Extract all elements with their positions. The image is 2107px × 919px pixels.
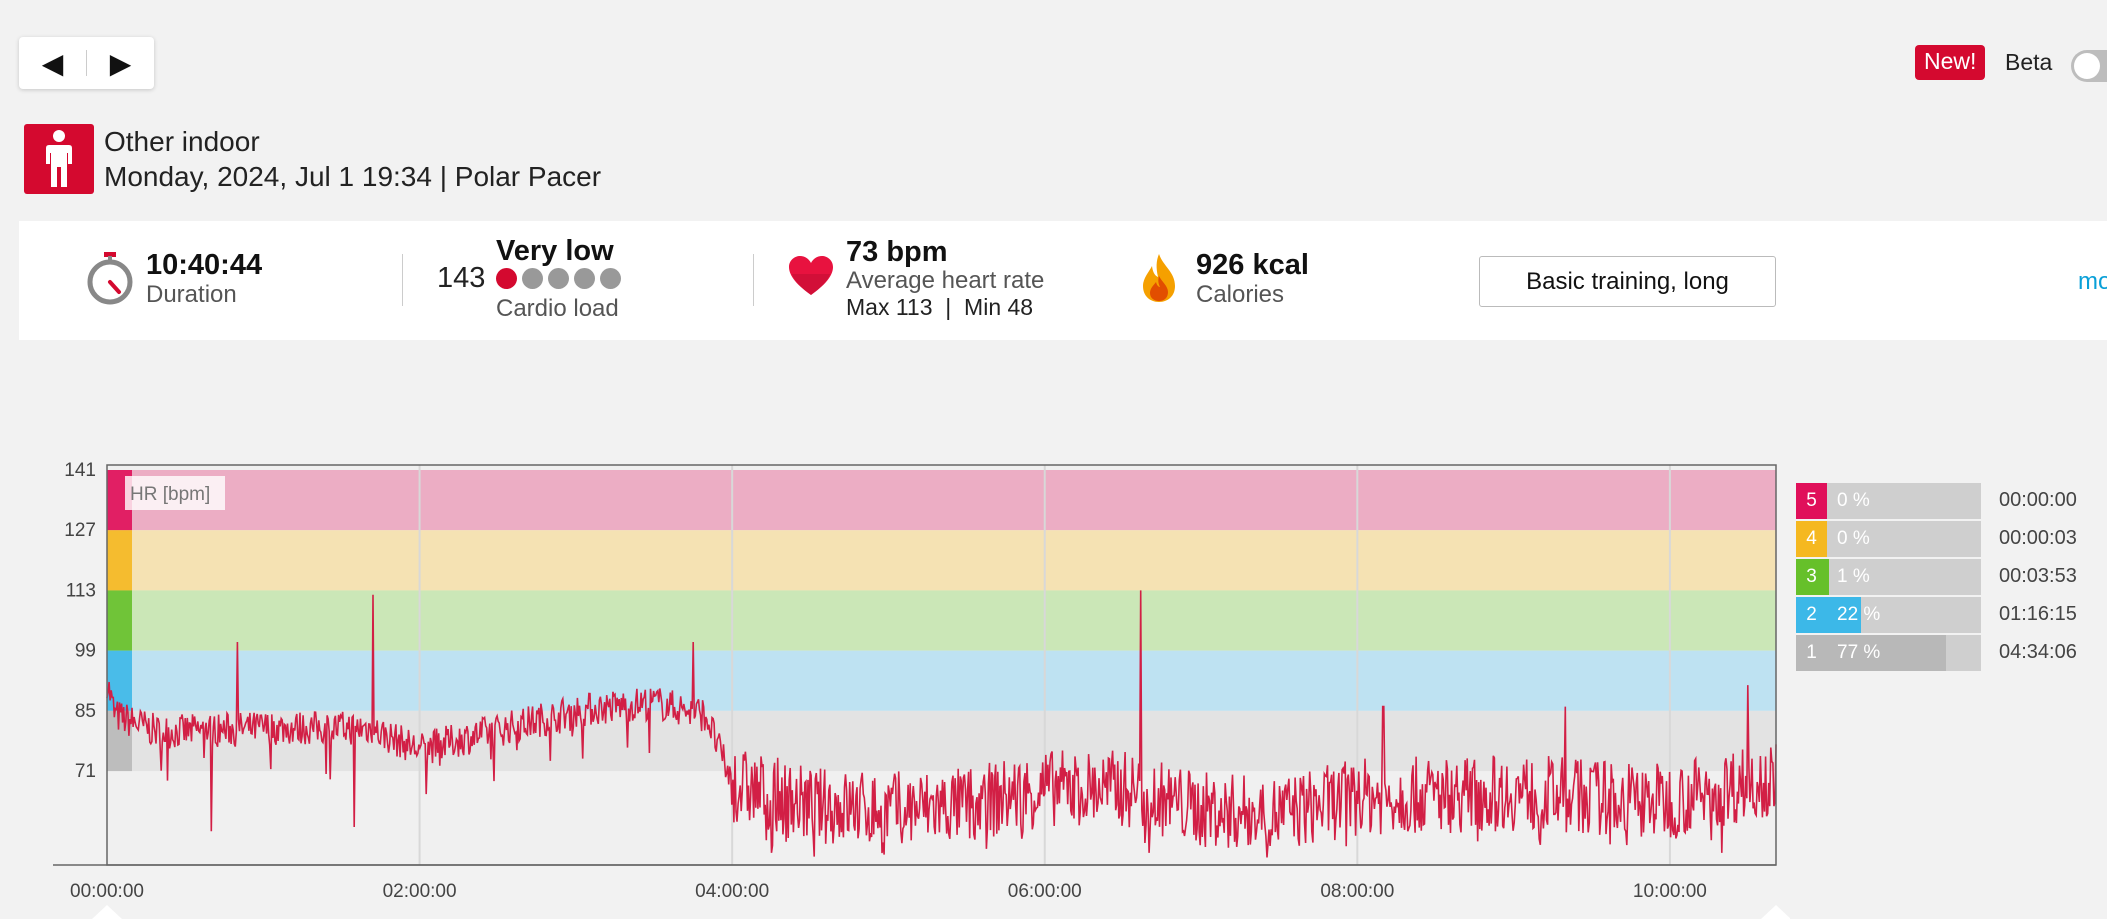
cardio-load-label: Cardio load xyxy=(496,295,619,322)
zone-band-2 xyxy=(107,650,1776,711)
zone-percent: 22 % xyxy=(1837,604,1881,625)
y-tick-label: 85 xyxy=(75,701,96,722)
range-handle-right[interactable] xyxy=(1761,905,1790,919)
toggle-knob xyxy=(2074,53,2100,79)
session-datetime-device: Monday, 2024, Jul 1 19:34 | Polar Pacer xyxy=(104,161,602,192)
divider xyxy=(753,254,754,306)
zone-time: 00:03:53 xyxy=(1999,565,2077,587)
zone-row-3: 3 1 % xyxy=(1796,559,1981,595)
zone-number: 2 xyxy=(1796,597,1827,633)
zone-percent: 0 % xyxy=(1837,528,1870,549)
new-badge: New! xyxy=(1915,45,1986,80)
x-tick-label: 04:00:00 xyxy=(695,881,769,902)
cardio-dot xyxy=(574,268,595,289)
x-tick-label: 02:00:00 xyxy=(383,881,457,902)
nav-divider xyxy=(86,50,87,76)
zone-row-2: 2 22 % xyxy=(1796,597,1981,633)
x-tick-label: 06:00:00 xyxy=(1008,881,1082,902)
more-link[interactable]: mo xyxy=(2078,268,2107,295)
zone-marker-2 xyxy=(107,650,132,711)
average-hr-value: 73 bpm xyxy=(846,236,948,268)
arrow-left-icon: ◀ xyxy=(41,47,64,79)
zone-percent: 0 % xyxy=(1837,490,1870,511)
calories-label: Calories xyxy=(1196,281,1285,308)
beta-label: Beta xyxy=(2005,49,2053,75)
x-tick-label: 00:00:00 xyxy=(70,881,144,902)
cardio-load-level: Very low xyxy=(496,235,614,267)
stopwatch-icon xyxy=(86,250,134,311)
summary-panel xyxy=(19,221,2107,340)
person-icon xyxy=(24,124,94,194)
heart-rate-chart[interactable]: HR [bpm] 141 127 113 99 85 71 00:00:00 02:00:0… xyxy=(0,450,1790,919)
cardio-dot xyxy=(548,268,569,289)
cardio-dot xyxy=(496,268,517,289)
cardio-dot xyxy=(600,268,621,289)
zone-fill-bar xyxy=(1827,559,1829,595)
cardio-load-dots xyxy=(496,268,626,294)
average-hr-label: Average heart rate xyxy=(846,267,1045,294)
training-benefit-button[interactable]: Basic training, long xyxy=(1479,256,1776,307)
zone-row-1: 1 77 % xyxy=(1796,635,1981,671)
y-tick-label: 99 xyxy=(75,641,96,662)
zone-fill-bar xyxy=(1827,597,1861,633)
x-tick-label: 10:00:00 xyxy=(1633,881,1707,902)
zone-marker-3 xyxy=(107,590,132,651)
zone-percent: 77 % xyxy=(1837,642,1881,663)
zone-number: 1 xyxy=(1796,635,1827,671)
zone-time: 04:34:06 xyxy=(1999,641,2077,663)
zone-time: 01:16:15 xyxy=(1999,603,2077,625)
zone-band-3 xyxy=(107,590,1776,651)
flame-icon xyxy=(1141,252,1177,309)
y-tick-label: 71 xyxy=(75,761,96,782)
y-tick-label: 141 xyxy=(64,460,96,481)
previous-button[interactable]: ◀ xyxy=(19,37,86,89)
zone-fill-bar xyxy=(1827,635,1946,671)
beta-toggle[interactable] xyxy=(2071,50,2107,82)
zone-row-5: 5 0 % xyxy=(1796,483,1981,519)
date-navigation: ◀ ▶ xyxy=(19,37,154,89)
y-tick-label: 113 xyxy=(66,580,96,601)
zone-number: 5 xyxy=(1796,483,1827,519)
zone-number: 3 xyxy=(1796,559,1827,595)
cardio-load-value: 143 xyxy=(437,262,486,294)
calories-value: 926 kcal xyxy=(1196,249,1309,281)
duration-value: 10:40:44 xyxy=(146,249,263,281)
sport-name: Other indoor xyxy=(104,126,260,157)
x-tick-label: 08:00:00 xyxy=(1320,881,1394,902)
zone-row-4: 4 0 % xyxy=(1796,521,1981,557)
zone-marker-4 xyxy=(107,530,132,591)
hr-line xyxy=(106,590,1777,858)
cardio-dot xyxy=(522,268,543,289)
zone-time: 00:00:03 xyxy=(1999,527,2077,549)
zone-band-4 xyxy=(107,530,1776,591)
zone-number: 4 xyxy=(1796,521,1827,557)
next-button[interactable]: ▶ xyxy=(87,37,154,89)
hr-max-min: Max 113 | Min 48 xyxy=(846,294,1034,320)
series-label-bg xyxy=(125,476,225,510)
zone-time: 00:00:00 xyxy=(1999,489,2077,511)
y-tick-label: 127 xyxy=(64,520,96,541)
divider xyxy=(402,254,403,306)
duration-label: Duration xyxy=(146,281,237,308)
heart-icon xyxy=(788,255,834,302)
range-handle-left[interactable] xyxy=(92,905,122,919)
zone-band-5 xyxy=(107,470,1776,531)
series-label: HR [bpm] xyxy=(130,484,210,505)
zone-percent: 1 % xyxy=(1837,566,1870,587)
arrow-right-icon: ▶ xyxy=(109,47,132,79)
